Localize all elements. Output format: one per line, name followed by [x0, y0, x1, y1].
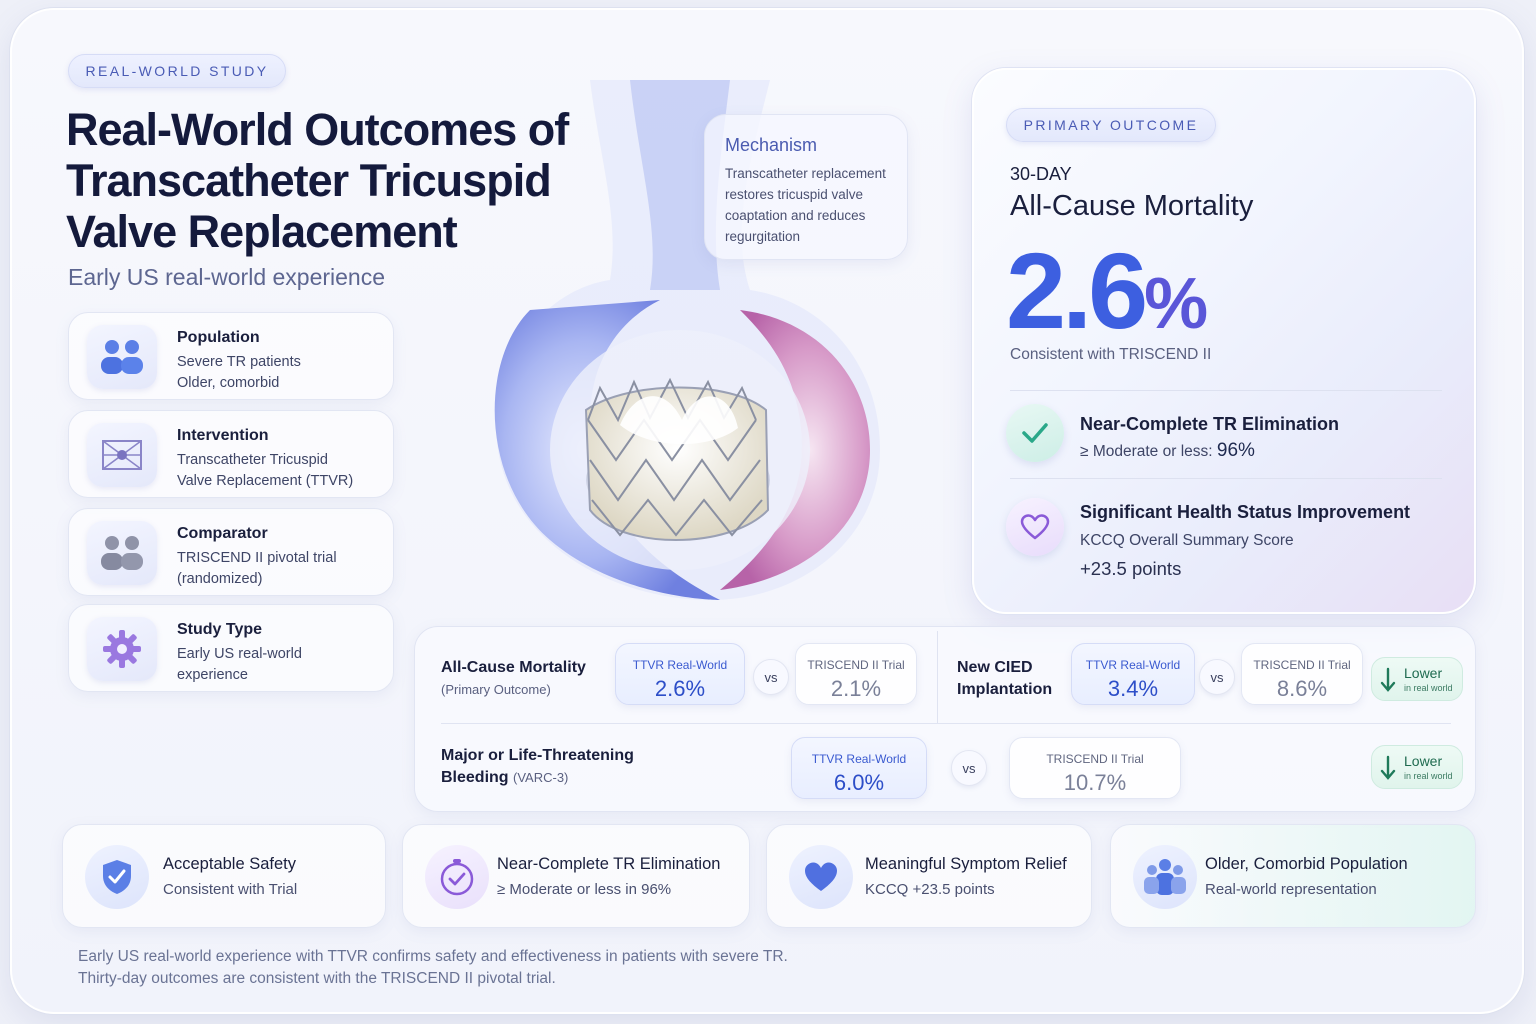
divider [1010, 390, 1442, 391]
lower-badge: Lower in real world [1371, 657, 1463, 701]
pico-line: TRISCEND II pivotal trial [177, 550, 337, 566]
primary-outcome-panel: PRIMARY OUTCOME 30-DAY All-Cause Mortali… [972, 68, 1476, 614]
comparison-panel: All-Cause Mortality (Primary Outcome) TT… [414, 626, 1476, 812]
population-summary-line: Real-world representation [1205, 881, 1377, 898]
arrow-down-icon [1380, 755, 1396, 780]
tr-elimination-line: ≥ Moderate or less: 96% [1080, 440, 1255, 461]
intervention-card: Intervention Transcatheter Tricuspid Val… [68, 410, 394, 498]
pico-heading: Intervention [177, 427, 269, 444]
ttvr-cied-box: TTVR Real-World 3.4% [1071, 643, 1195, 705]
pico-line: Early US real-world [177, 646, 302, 662]
people-gray-icon [87, 521, 157, 585]
trial-mortality-box: TRISCEND II Trial 2.1% [795, 643, 917, 705]
kccq-label: KCCQ Overall Summary Score [1080, 532, 1294, 549]
pico-line: Valve Replacement (TTVR) [177, 473, 354, 489]
tr-elimination-card-title: Near-Complete TR Elimination [497, 855, 721, 873]
mortality-comparison-label: All-Cause Mortality (Primary Outcome) [441, 659, 586, 697]
gear-icon [87, 617, 157, 681]
footer-line: Early US real-world experience with TTVR… [78, 948, 788, 965]
footer-line: Thirty-day outcomes are consistent with … [78, 970, 556, 987]
tr-elimination-value: 96% [1216, 440, 1255, 461]
ttvr-bleeding-box: TTVR Real-World 6.0% [791, 737, 927, 799]
outcome-timeframe: 30-DAY [1010, 164, 1072, 184]
pico-line: Transcatheter Tricuspid [177, 452, 328, 468]
tr-elimination-card-line: ≥ Moderate or less in 96% [497, 881, 672, 898]
pico-heading: Population [177, 329, 260, 346]
safety-title: Acceptable Safety [163, 855, 296, 873]
comparator-card: Comparator TRISCEND II pivotal trial (ra… [68, 508, 394, 596]
ttvr-mortality-box: TTVR Real-World 2.6% [615, 643, 745, 705]
symptom-relief-title: Meaningful Symptom Relief [865, 855, 1067, 873]
footer-note: Early US real-world experience with TTVR… [78, 946, 788, 990]
pico-line: (randomized) [177, 571, 263, 587]
outcome-note: Consistent with TRISCEND II [1010, 346, 1212, 363]
shield-check-icon [85, 845, 149, 909]
divider [1010, 478, 1442, 479]
vs-badge: vs [951, 750, 987, 786]
arrow-down-icon [1380, 667, 1396, 692]
mortality-number: 2.6 [1006, 230, 1148, 351]
group-icon [1133, 845, 1197, 909]
trial-cied-box: TRISCEND II Trial 8.6% [1241, 643, 1363, 705]
outcome-measure: All-Cause Mortality [1010, 190, 1254, 222]
pico-line: Older, comorbid [177, 375, 280, 391]
people-icon [87, 325, 157, 389]
pico-heading: Study Type [177, 621, 263, 638]
divider [937, 631, 938, 723]
mortality-unit: % [1144, 264, 1209, 344]
symptom-relief-card: Meaningful Symptom Relief KCCQ +23.5 poi… [766, 824, 1092, 928]
cied-comparison-label: New CIED Implantation [957, 659, 1053, 698]
divider [441, 723, 1451, 724]
heart-icon [789, 845, 853, 909]
health-status-title: Significant Health Status Improvement [1080, 502, 1411, 522]
tr-elimination-card: Near-Complete TR Elimination ≥ Moderate … [402, 824, 750, 928]
lower-badge: Lower in real world [1371, 745, 1463, 789]
pico-line: Severe TR patients [177, 354, 301, 370]
heart-icon [1006, 498, 1064, 556]
population-summary-card: Older, Comorbid Population Real-world re… [1110, 824, 1476, 928]
vs-badge: vs [1199, 659, 1235, 695]
pico-line: experience [177, 667, 248, 683]
kccq-value: +23.5 points [1080, 558, 1182, 579]
study-type-badge: REAL-WORLD STUDY [68, 54, 286, 88]
mechanism-body: Transcatheter replacement restores tricu… [725, 166, 886, 244]
mechanism-title: Mechanism [725, 135, 818, 155]
bleeding-comparison-label: Major or Life-Threatening Bleeding (VARC… [441, 747, 634, 786]
pico-heading: Comparator [177, 525, 268, 542]
mortality-value: 2.6% [1006, 228, 1208, 353]
check-icon [1006, 404, 1064, 462]
primary-outcome-badge: PRIMARY OUTCOME [1006, 108, 1216, 142]
population-summary-title: Older, Comorbid Population [1205, 855, 1408, 873]
page-subtitle: Early US real-world experience [68, 264, 386, 290]
safety-line: Consistent with Trial [163, 881, 298, 898]
valve-icon [87, 423, 157, 487]
population-card: Population Severe TR patients Older, com… [68, 312, 394, 400]
symptom-relief-line: KCCQ +23.5 points [865, 881, 995, 898]
tr-elimination-title: Near-Complete TR Elimination [1080, 414, 1340, 434]
trial-bleeding-box: TRISCEND II Trial 10.7% [1009, 737, 1181, 799]
page-title: Real-World Outcomes of Transcatheter Tri… [66, 104, 569, 257]
mechanism-card: Mechanism Transcatheter replacement rest… [704, 114, 908, 260]
timer-check-icon [425, 845, 489, 909]
study-type-card: Study Type Early US real-world experienc… [68, 604, 394, 692]
vs-badge: vs [753, 659, 789, 695]
safety-card: Acceptable Safety Consistent with Trial [62, 824, 386, 928]
